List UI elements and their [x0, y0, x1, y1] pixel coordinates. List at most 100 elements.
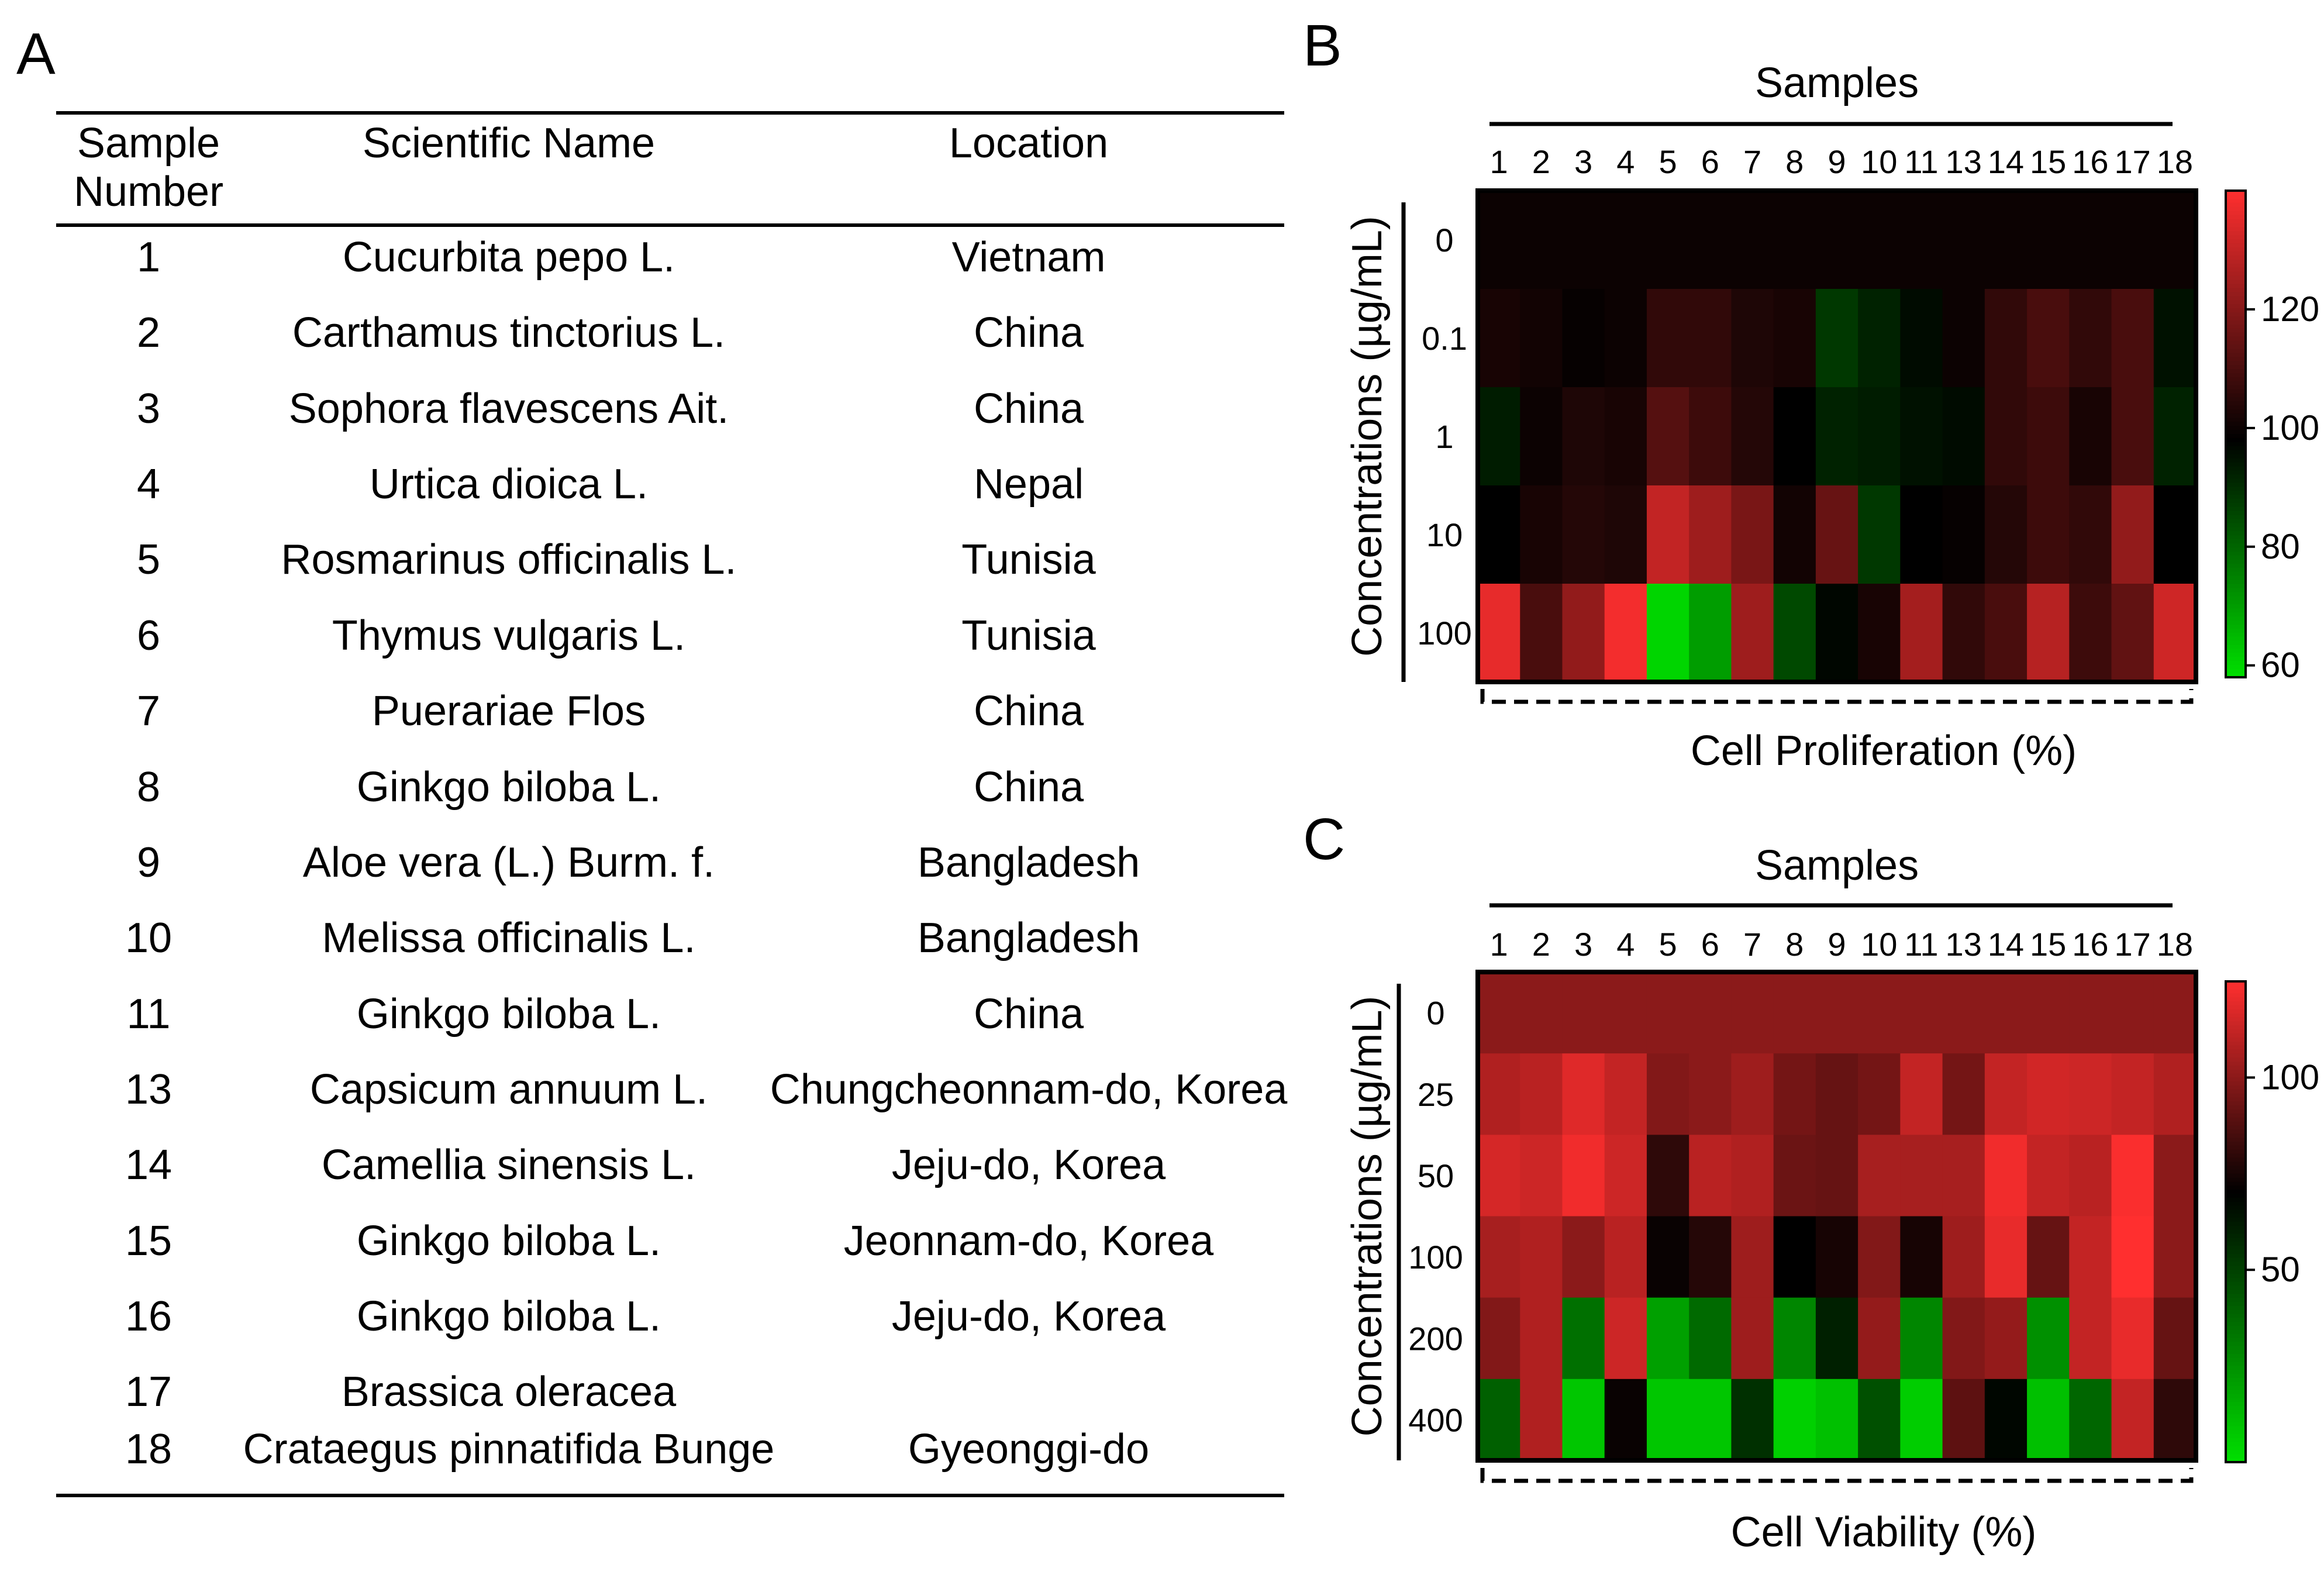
- colorbar-segment: [2226, 1142, 2246, 1146]
- table-cell-number: 4: [136, 461, 161, 508]
- colorbar-segment: [2226, 527, 2246, 532]
- row-tick-label: 0: [1435, 222, 1453, 259]
- column-tick-label: 5: [1658, 926, 1677, 963]
- heatmap-cell: [1815, 1135, 1858, 1217]
- heatmap-cell: [1858, 289, 1901, 388]
- colorbar-segment: [2226, 1041, 2246, 1046]
- colorbar-segment: [2226, 1225, 2246, 1231]
- heatmap-cell: [1689, 191, 1732, 290]
- colorbar-segment: [2226, 1354, 2246, 1359]
- column-tick-label: 17: [2114, 143, 2150, 180]
- colorbar-segment: [2226, 442, 2246, 447]
- colorbar-segment: [2226, 1194, 2246, 1198]
- column-tick-label: 10: [1861, 143, 1897, 180]
- table-cell-location: China: [973, 385, 1084, 432]
- heatmap-cell: [2111, 1216, 2154, 1298]
- colorbar-segment: [2226, 446, 2246, 451]
- heatmap-cell: [1731, 1053, 1774, 1135]
- colorbar-segment: [2226, 409, 2246, 415]
- table-bottom-rule: [56, 1494, 1284, 1497]
- heatmap-cell: [2153, 1053, 2197, 1135]
- heatmap-cell: [1900, 1378, 1943, 1461]
- column-tick-label: 9: [1828, 926, 1846, 963]
- colorbar-segment: [2226, 1409, 2246, 1415]
- heatmap-cell: [1731, 485, 1774, 584]
- table-cell-location: Bangladesh: [917, 915, 1140, 961]
- colorbar-segment: [2226, 1305, 2246, 1311]
- heatmap-cell: [2027, 1053, 2070, 1135]
- colorbar-segment: [2226, 1257, 2246, 1263]
- heatmap-cell: [1689, 1135, 1732, 1217]
- heatmap-cell: [2069, 485, 2112, 584]
- heatmap-cell: [2069, 1216, 2112, 1298]
- colorbar-segment: [2226, 661, 2246, 666]
- heatmap-cell: [1520, 584, 1563, 683]
- heatmap-border: [1475, 188, 2198, 684]
- table-cell-name: Cucurbita pepo L.: [342, 234, 675, 281]
- colorbar-tick-label: 120: [2261, 290, 2319, 329]
- column-tick-label: 4: [1616, 926, 1635, 963]
- table-cell-name: Ginkgo biloba L.: [356, 991, 661, 1038]
- table-cell-number: 18: [125, 1426, 173, 1473]
- colorbar-segment: [2226, 1001, 2246, 1007]
- heatmap-cell: [2111, 1135, 2154, 1217]
- heatmap-cell: [2153, 584, 2197, 683]
- header-location: Location: [949, 120, 1109, 167]
- heatmap-cell: [1604, 972, 1647, 1054]
- colorbar-segment: [2226, 316, 2246, 321]
- colorbar-segment: [2226, 312, 2246, 317]
- colorbar-segment: [2226, 1021, 2246, 1026]
- heatmap-cell: [1984, 1135, 2028, 1217]
- heatmap-cell: [2069, 191, 2112, 290]
- colorbar-segment: [2226, 1209, 2246, 1215]
- column-tick-label: 18: [2157, 926, 2193, 963]
- colorbar-segment: [2226, 1426, 2246, 1431]
- table-cell-name: Camellia sinensis L.: [321, 1142, 696, 1188]
- table-cell-number: 16: [125, 1293, 173, 1340]
- table-cell-number: 7: [136, 688, 161, 735]
- colorbar-segment: [2226, 231, 2246, 236]
- colorbar-segment: [2226, 1366, 2246, 1371]
- heatmap-cell: [1646, 191, 1689, 290]
- colorbar-segment: [2226, 361, 2246, 366]
- table-cell-name: Ginkgo biloba L.: [356, 764, 661, 811]
- colorbar-segment: [2226, 552, 2246, 556]
- colorbar-segment: [2226, 616, 2246, 621]
- colorbar-tick-label: 50: [2261, 1250, 2300, 1289]
- heatmap-cell: [1900, 1216, 1943, 1298]
- heatmap-cell: [1773, 1053, 1816, 1135]
- heatmap-cell: [1689, 289, 1732, 388]
- heatmap-cell: [1815, 485, 1858, 584]
- table-cell-number: 17: [125, 1369, 173, 1415]
- colorbar-segment: [2226, 300, 2246, 305]
- colorbar-segment: [2226, 328, 2246, 333]
- heatmap-cell: [1773, 1135, 1816, 1217]
- heatmap-cell: [1731, 191, 1774, 290]
- colorbar-segment: [2226, 211, 2246, 216]
- colorbar-segment: [2226, 669, 2246, 674]
- heatmap-cell: [1646, 972, 1689, 1054]
- heatmap-cell: [1815, 289, 1858, 388]
- sample-table: Sample Number Scientific Name Location 1…: [56, 111, 1287, 1503]
- heatmap-cell: [1689, 1053, 1732, 1135]
- heatmap-cell: [1773, 584, 1816, 683]
- colorbar-segment: [2226, 1362, 2246, 1367]
- heatmap-cell: [1858, 584, 1901, 683]
- colorbar-segment: [2226, 219, 2246, 224]
- column-tick-label: 15: [2030, 926, 2066, 963]
- heatmap-cell: [1562, 1053, 1605, 1135]
- colorbar-segment: [2226, 332, 2246, 337]
- row-tick-label: 100: [1408, 1239, 1463, 1276]
- table-cell-name: Rosmarinus officinalis L.: [281, 536, 737, 583]
- colorbar-segment: [2226, 653, 2246, 658]
- table-cell-location: Bangladesh: [917, 839, 1140, 886]
- heatmap-cell: [2027, 387, 2070, 486]
- table-cell-number: 10: [125, 915, 173, 961]
- colorbar-segment: [2226, 1089, 2246, 1094]
- colorbar-segment: [2226, 369, 2246, 374]
- colorbar-segment: [2226, 389, 2246, 394]
- heatmap-cell: [1478, 191, 1520, 290]
- heatmap-cell: [2153, 191, 2197, 290]
- heatmap-cell: [1984, 972, 2028, 1054]
- heatmap-cell: [1942, 1216, 1985, 1298]
